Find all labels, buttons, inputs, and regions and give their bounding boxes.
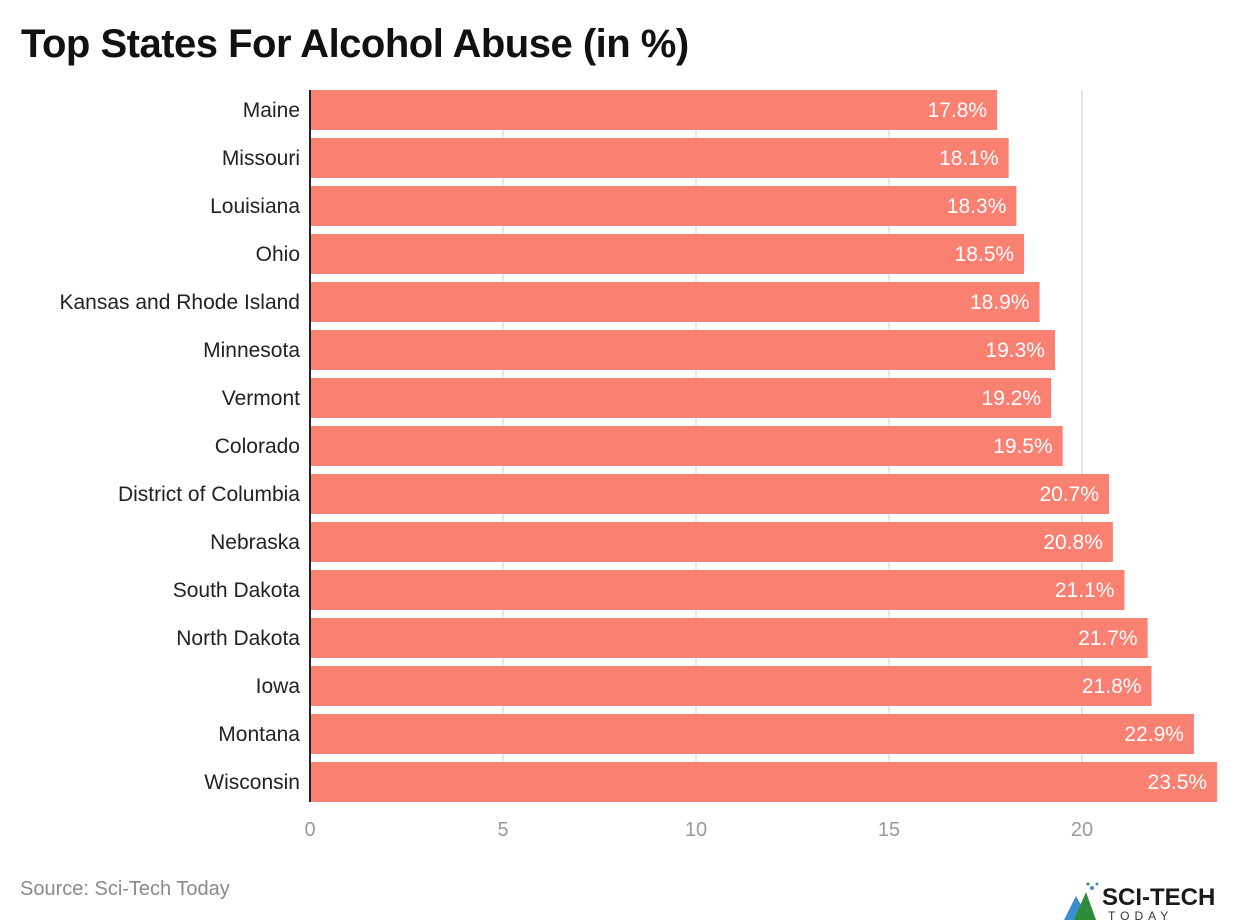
data-label: 20.8% (1043, 531, 1103, 554)
data-label: 18.5% (955, 243, 1015, 266)
category-label: Ohio (256, 243, 300, 266)
category-label: Maine (243, 99, 300, 122)
sci-tech-today-logo: SCI-TECH TODAY (1064, 882, 1215, 922)
bar (310, 138, 1009, 178)
data-label: 17.8% (928, 99, 988, 122)
bar (310, 234, 1025, 274)
source-note: Source: Sci-Tech Today (20, 878, 230, 900)
bar (310, 762, 1218, 802)
bar (310, 666, 1152, 706)
x-tick-label: 15 (878, 819, 900, 841)
bar (310, 378, 1052, 418)
data-label: 22.9% (1124, 723, 1184, 746)
data-label: 19.3% (985, 339, 1045, 362)
category-label: Missouri (222, 147, 300, 170)
bar (310, 330, 1055, 370)
category-label: South Dakota (173, 579, 301, 602)
category-label: Colorado (215, 435, 300, 458)
data-label: 18.1% (939, 147, 999, 170)
x-tick-label: 20 (1071, 819, 1093, 841)
category-label: Vermont (222, 387, 300, 410)
svg-text:TODAY: TODAY (1108, 909, 1173, 922)
bar (310, 522, 1113, 562)
bar (310, 570, 1125, 610)
category-label: Montana (218, 723, 300, 746)
bar (310, 426, 1063, 466)
category-label: Iowa (256, 675, 301, 698)
bar (310, 90, 998, 130)
svg-text:SCI-TECH: SCI-TECH (1102, 884, 1215, 911)
data-label: 21.8% (1082, 675, 1142, 698)
bar (310, 714, 1194, 754)
data-label: 23.5% (1148, 771, 1208, 794)
data-label: 19.5% (993, 435, 1053, 458)
category-label: Louisiana (210, 195, 300, 218)
data-label: 21.7% (1078, 627, 1138, 650)
category-label: Minnesota (203, 339, 300, 362)
bar (310, 282, 1040, 322)
x-tick-label: 5 (497, 819, 508, 841)
category-label: Wisconsin (204, 771, 300, 794)
bar-chart: 0 5 10 15 20 17.8% Maine 18.1% Missouri 18.3% Loui… (59, 90, 1218, 841)
data-label: 21.1% (1055, 579, 1115, 602)
bar (310, 618, 1148, 658)
chart-title: Top States For Alcohol Abuse (in %) (21, 22, 689, 66)
category-label: North Dakota (176, 627, 300, 650)
bar (310, 186, 1017, 226)
data-label: 20.7% (1039, 483, 1099, 506)
x-tick-label: 0 (304, 819, 315, 841)
category-label: Nebraska (210, 531, 300, 554)
bar (310, 474, 1110, 514)
x-tick-label: 10 (685, 819, 707, 841)
data-label: 18.3% (947, 195, 1007, 218)
category-label: Kansas and Rhode Island (59, 291, 300, 314)
data-label: 18.9% (970, 291, 1030, 314)
category-label: District of Columbia (118, 483, 300, 506)
data-label: 19.2% (982, 387, 1042, 410)
